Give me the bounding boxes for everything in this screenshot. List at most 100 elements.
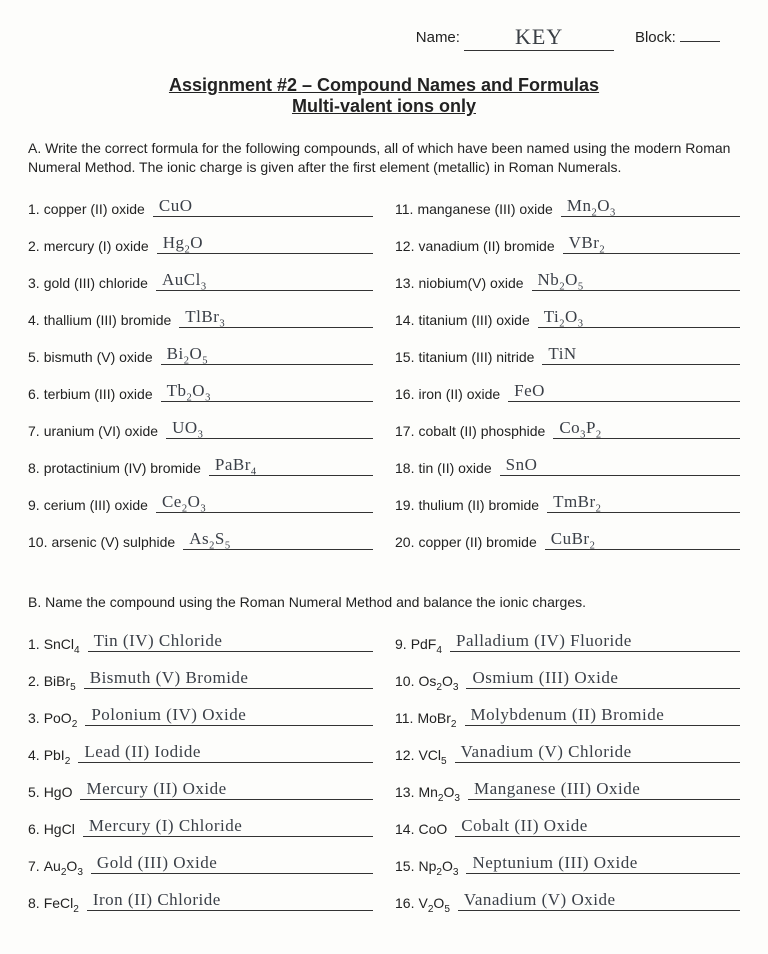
question-text: copper (II) bromide bbox=[418, 534, 544, 550]
question-text: SnCl4 bbox=[44, 636, 88, 652]
question-text: CoO bbox=[418, 821, 455, 837]
question-text: HgCl bbox=[44, 821, 83, 837]
question-number: 1. bbox=[28, 636, 44, 652]
question-text: cerium (III) oxide bbox=[44, 497, 156, 513]
question-row: 10.arsenic (V) sulphideAs2S5 bbox=[28, 526, 373, 550]
answer-blank: Molybdenum (II) Bromide bbox=[465, 706, 741, 726]
question-number: 16. bbox=[395, 386, 418, 402]
section-b-instructions: B. Name the compound using the Roman Num… bbox=[28, 593, 740, 612]
question-text: HgO bbox=[44, 784, 81, 800]
question-row: 12.VCl5Vanadium (V) Chloride bbox=[395, 739, 740, 763]
question-number: 9. bbox=[28, 497, 44, 513]
section-b-columns: 1.SnCl4Tin (IV) Chloride2.BiBr5Bismuth (… bbox=[28, 628, 740, 924]
question-number: 9. bbox=[395, 636, 411, 652]
question-row: 16.iron (II) oxideFeO bbox=[395, 378, 740, 402]
question-row: 1.copper (II) oxideCuO bbox=[28, 193, 373, 217]
question-number: 10. bbox=[395, 673, 418, 689]
question-row: 11.MoBr2Molybdenum (II) Bromide bbox=[395, 702, 740, 726]
question-text: tin (II) oxide bbox=[418, 460, 499, 476]
question-number: 4. bbox=[28, 312, 44, 328]
answer-blank: PaBr4 bbox=[209, 456, 373, 476]
question-text: gold (III) chloride bbox=[44, 275, 156, 291]
answer-blank: As2S5 bbox=[183, 530, 373, 550]
question-row: 15.Np2O3Neptunium (III) Oxide bbox=[395, 850, 740, 874]
question-number: 14. bbox=[395, 821, 418, 837]
question-row: 8.protactinium (IV) bromidePaBr4 bbox=[28, 452, 373, 476]
answer-blank: Co3P2 bbox=[553, 419, 740, 439]
answer-blank: Lead (II) Iodide bbox=[78, 743, 373, 763]
question-number: 10. bbox=[28, 534, 51, 550]
question-row: 4.PbI2Lead (II) Iodide bbox=[28, 739, 373, 763]
question-number: 19. bbox=[395, 497, 418, 513]
answer-blank: Bi2O5 bbox=[161, 345, 373, 365]
question-number: 11. bbox=[395, 201, 417, 217]
answer-blank: Manganese (III) Oxide bbox=[468, 780, 740, 800]
answer-blank: Cobalt (II) Oxide bbox=[455, 817, 740, 837]
question-number: 6. bbox=[28, 821, 44, 837]
answer-blank: Mercury (II) Oxide bbox=[80, 780, 373, 800]
question-row: 8.FeCl2Iron (II) Chloride bbox=[28, 887, 373, 911]
answer-blank: Mn2O3 bbox=[561, 197, 740, 217]
answer-blank: Hg2O bbox=[157, 234, 373, 254]
answer-blank: Polonium (IV) Oxide bbox=[85, 706, 373, 726]
question-text: terbium (III) oxide bbox=[44, 386, 161, 402]
section-a-left: 1.copper (II) oxideCuO 2.mercury (I) oxid… bbox=[28, 193, 373, 563]
question-text: arsenic (V) sulphide bbox=[51, 534, 183, 550]
answer-blank: CuO bbox=[153, 197, 373, 217]
question-number: 6. bbox=[28, 386, 44, 402]
answer-blank: Vanadium (V) Oxide bbox=[458, 891, 740, 911]
answer-blank: SnO bbox=[500, 456, 740, 476]
question-row: 19.thulium (II) bromideTmBr2 bbox=[395, 489, 740, 513]
question-text: copper (II) oxide bbox=[44, 201, 153, 217]
answer-blank: UO3 bbox=[166, 419, 373, 439]
question-text: PoO2 bbox=[44, 710, 86, 726]
question-text: thallium (III) bromide bbox=[44, 312, 180, 328]
question-row: 16.V2O5Vanadium (V) Oxide bbox=[395, 887, 740, 911]
block-label: Block: bbox=[635, 29, 676, 46]
section-b-right: 9.PdF4Palladium (IV) Fluoride10.Os2O3Osm… bbox=[395, 628, 740, 924]
question-row: 2.mercury (I) oxideHg2O bbox=[28, 230, 373, 254]
question-number: 12. bbox=[395, 238, 418, 254]
question-number: 11. bbox=[395, 710, 417, 726]
question-row: 14.CoOCobalt (II) Oxide bbox=[395, 813, 740, 837]
question-row: 5.HgOMercury (II) Oxide bbox=[28, 776, 373, 800]
question-number: 14. bbox=[395, 312, 418, 328]
section-b-left: 1.SnCl4Tin (IV) Chloride2.BiBr5Bismuth (… bbox=[28, 628, 373, 924]
answer-blank: TiN bbox=[542, 345, 740, 365]
page-title-2: Multi-valent ions only bbox=[28, 96, 740, 117]
section-a-instructions: A. Write the correct formula for the fol… bbox=[28, 139, 740, 177]
question-number: 3. bbox=[28, 275, 44, 291]
question-row: 6.HgClMercury (I) Chloride bbox=[28, 813, 373, 837]
question-text: manganese (III) oxide bbox=[417, 201, 560, 217]
question-number: 2. bbox=[28, 673, 44, 689]
question-row: 13.Mn2O3Manganese (III) Oxide bbox=[395, 776, 740, 800]
answer-blank: CuBr2 bbox=[545, 530, 740, 550]
section-a-columns: 1.copper (II) oxideCuO 2.mercury (I) oxid… bbox=[28, 193, 740, 563]
question-row: 7.uranium (VI) oxideUO3 bbox=[28, 415, 373, 439]
question-text: VCl5 bbox=[418, 747, 454, 763]
page-title-1: Assignment #2 – Compound Names and Formu… bbox=[28, 75, 740, 96]
question-row: 18.tin (II) oxideSnO bbox=[395, 452, 740, 476]
question-text: Np2O3 bbox=[418, 858, 466, 874]
question-text: uranium (VI) oxide bbox=[44, 423, 166, 439]
answer-blank: Ce2O3 bbox=[156, 493, 373, 513]
answer-blank: Tin (IV) Chloride bbox=[88, 632, 373, 652]
question-row: 10.Os2O3Osmium (III) Oxide bbox=[395, 665, 740, 689]
question-row: 20.copper (II) bromideCuBr2 bbox=[395, 526, 740, 550]
question-number: 3. bbox=[28, 710, 44, 726]
name-label: Name: bbox=[416, 29, 460, 46]
block-value bbox=[680, 41, 720, 42]
question-text: bismuth (V) oxide bbox=[44, 349, 161, 365]
answer-blank: TlBr3 bbox=[179, 308, 373, 328]
question-number: 7. bbox=[28, 858, 44, 874]
question-row: 9.cerium (III) oxideCe2O3 bbox=[28, 489, 373, 513]
answer-blank: Neptunium (III) Oxide bbox=[466, 854, 740, 874]
question-text: mercury (I) oxide bbox=[44, 238, 157, 254]
question-number: 4. bbox=[28, 747, 44, 763]
answer-blank: Bismuth (V) Bromide bbox=[84, 669, 373, 689]
answer-blank: Palladium (IV) Fluoride bbox=[450, 632, 740, 652]
question-number: 1. bbox=[28, 201, 44, 217]
question-number: 20. bbox=[395, 534, 418, 550]
question-text: niobium(V) oxide bbox=[418, 275, 531, 291]
question-row: 7.Au2O3Gold (III) Oxide bbox=[28, 850, 373, 874]
